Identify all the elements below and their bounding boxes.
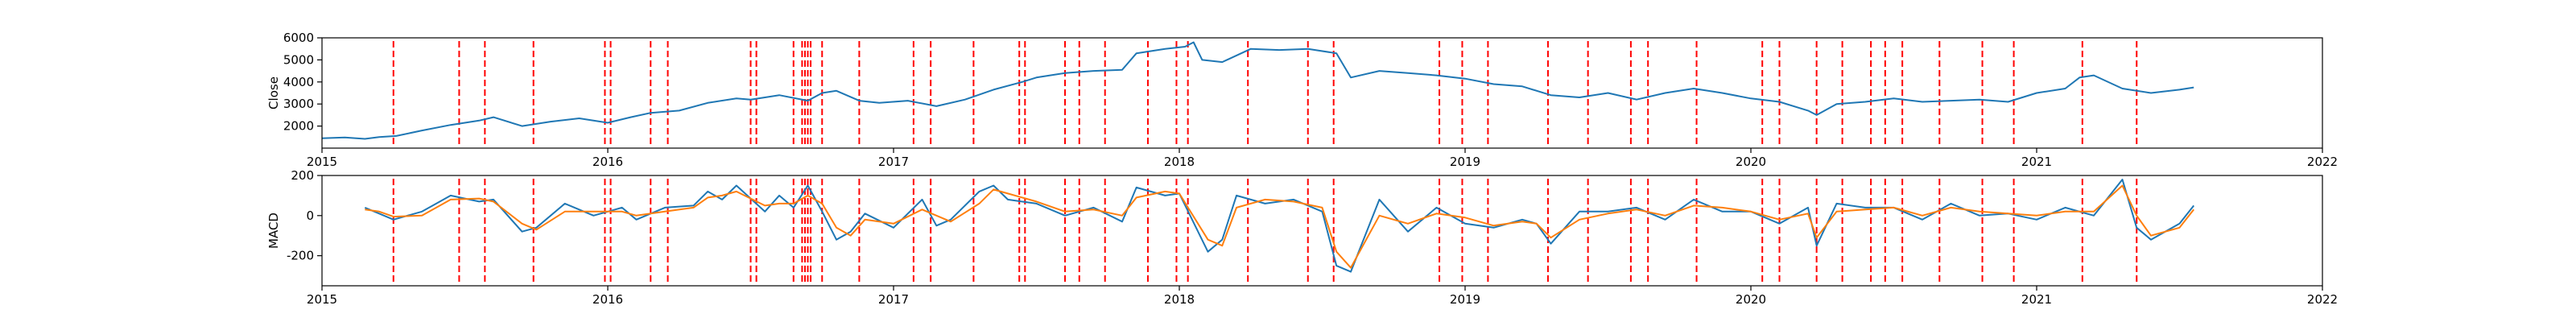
close-x-tick-label: 2022 [2307, 155, 2338, 169]
macd-series-group [364, 179, 2194, 273]
close-y-tick-label: 2000 [283, 119, 314, 134]
macd-series-signal [365, 184, 2194, 269]
macd-axes-frame [321, 175, 2323, 287]
close-x-tick-label: 2015 [307, 155, 337, 169]
close-y-tick-label: 3000 [283, 97, 314, 111]
close-x-tick-label: 2020 [1736, 155, 1766, 169]
macd-x-tick-label: 2015 [307, 292, 337, 307]
macd-panel: -200 0 200 2015 2016 2017 2018 2019 2020 2021 202… [266, 168, 2338, 307]
macd-x-axis: 2015 2016 2017 2018 2019 2020 2021 2022 [307, 286, 2338, 307]
macd-x-tick-label: 2016 [592, 292, 623, 307]
close-y-label: Close [266, 76, 281, 109]
close-y-axis: 2000 3000 4000 5000 6000 [283, 31, 322, 134]
close-y-tick-label: 6000 [283, 31, 314, 45]
close-x-tick-label: 2016 [592, 155, 623, 169]
close-x-axis: 2015 2016 2017 2018 2019 2020 2021 2022 [307, 148, 2338, 169]
macd-x-tick-label: 2018 [1164, 292, 1195, 307]
macd-y-label: MACD [266, 213, 281, 249]
close-x-tick-label: 2021 [2021, 155, 2052, 169]
macd-series-macd [364, 179, 2194, 273]
close-x-tick-label: 2017 [878, 155, 909, 169]
macd-signal-lines [392, 179, 2138, 283]
macd-y-axis: -200 0 200 [287, 168, 322, 263]
macd-y-tick-label: 200 [291, 168, 314, 183]
macd-x-tick-label: 2017 [878, 292, 909, 307]
macd-x-tick-label: 2019 [1450, 292, 1480, 307]
close-series-group [321, 41, 2194, 140]
close-series-close [321, 41, 2194, 140]
macd-x-tick-label: 2021 [2021, 292, 2052, 307]
close-y-tick-label: 5000 [283, 52, 314, 67]
macd-y-tick-label: 0 [306, 208, 314, 223]
macd-x-tick-label: 2020 [1736, 292, 1766, 307]
macd-y-tick-label: -200 [287, 249, 314, 263]
macd-x-tick-label: 2022 [2307, 292, 2338, 307]
close-x-tick-label: 2019 [1450, 155, 1480, 169]
close-x-tick-label: 2018 [1164, 155, 1195, 169]
close-y-tick-label: 4000 [283, 75, 314, 89]
close-axes-frame [321, 37, 2323, 149]
